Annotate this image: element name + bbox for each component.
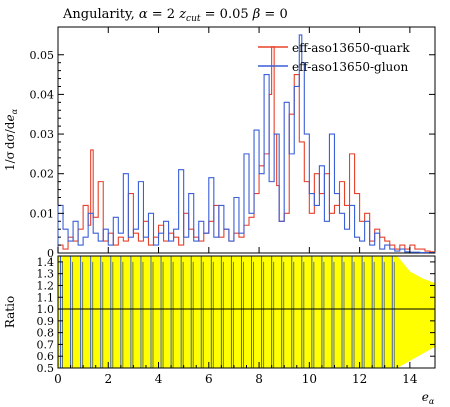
ratio-ytick-label: 0.7 — [37, 338, 55, 351]
ratio-ytick-label: 0.8 — [37, 327, 55, 340]
ratio-ytick-label: 0.6 — [37, 350, 55, 363]
main-ylabel: 1/σdσ/deα — [3, 108, 19, 171]
xtick-label: 2 — [104, 372, 112, 386]
ratio-ytick-label: 1.1 — [37, 291, 55, 304]
ratio-plot-area: 0.50.60.70.80.91.01.11.21.31.4 0 2 4 6 8 10 12 1… — [37, 256, 436, 386]
chart-title: Angularity, α = 2 zcut = 0.05 β = 0 — [62, 7, 288, 24]
xtick-label: 0 — [54, 372, 62, 386]
xtick-label: 14 — [402, 372, 418, 386]
ratio-ytick-label: 1.3 — [37, 268, 55, 281]
main-ytick-label: 0.01 — [30, 207, 55, 220]
ratio-ytick-label: 1.2 — [37, 279, 55, 292]
ratio-ytick-label: 0.9 — [37, 315, 55, 328]
main-ytick-label: 0.04 — [30, 88, 55, 101]
ratio-band — [58, 256, 435, 368]
ratio-ytick-label: 1.4 — [37, 256, 55, 269]
main-ytick-label: 0.02 — [30, 168, 55, 181]
xtick-label: 8 — [255, 372, 263, 386]
ratio-ytick-label: 1.0 — [37, 303, 55, 316]
xtick-label: 12 — [352, 372, 367, 386]
xlabel: eα — [422, 390, 435, 406]
main-ytick-label: 0.03 — [30, 128, 55, 141]
main-ytick-label: 0.05 — [30, 49, 55, 62]
legend-quark-label: eff-aso13650-quark — [292, 41, 410, 55]
legend-gluon-label: eff-aso13650-gluon — [292, 60, 408, 74]
xtick-label: 6 — [205, 372, 213, 386]
xtick-label: 10 — [302, 372, 317, 386]
xtick-label: 4 — [155, 372, 163, 386]
ratio-ytick-label: 0.5 — [37, 362, 55, 375]
ratio-ylabel: Ratio — [3, 296, 17, 328]
